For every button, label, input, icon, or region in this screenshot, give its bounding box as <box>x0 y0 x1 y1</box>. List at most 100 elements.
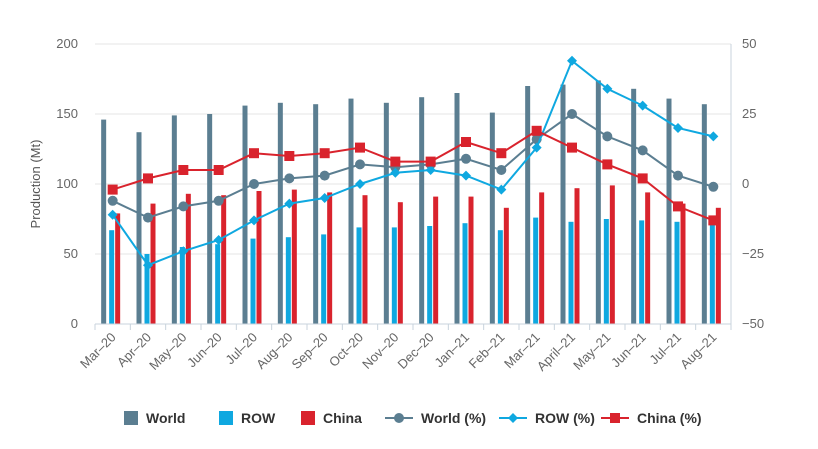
legend-china-swatch <box>301 411 315 425</box>
point-china <box>673 201 683 212</box>
point-china <box>461 137 471 147</box>
bar-china <box>645 192 651 324</box>
point-world <box>496 165 507 175</box>
bar-china <box>680 203 686 324</box>
point-row <box>567 55 577 66</box>
point-row <box>673 123 683 133</box>
point-china <box>708 215 719 226</box>
bar-row <box>568 221 574 324</box>
x-tick-label: Feb–21 <box>466 330 508 372</box>
y2-tick-label: 0 <box>742 176 749 191</box>
point-world <box>637 145 648 156</box>
bar-row <box>533 217 539 324</box>
point-row <box>319 193 330 203</box>
x-tick-label: Mar–20 <box>77 330 119 372</box>
point-china <box>496 148 507 159</box>
bar-row <box>427 226 433 324</box>
point-row <box>390 167 401 178</box>
x-tick-label: May–21 <box>570 330 613 373</box>
bar-china <box>715 207 721 324</box>
point-world <box>355 159 365 170</box>
legend-china-pct-marker <box>601 413 629 423</box>
bar-world <box>560 84 566 324</box>
bar-china <box>115 213 121 324</box>
point-row <box>249 215 259 226</box>
bar-series <box>101 80 721 325</box>
point-row <box>143 260 153 271</box>
bar-world <box>666 98 672 324</box>
bar-row <box>356 227 362 324</box>
bar-china <box>503 207 509 324</box>
bar-china <box>397 202 403 324</box>
point-world <box>284 173 295 184</box>
legend-item-china[interactable]: China <box>301 404 362 432</box>
legend-row-pct-marker <box>499 413 527 423</box>
point-row <box>107 209 118 220</box>
x-tick-label: Aug–20 <box>253 330 295 372</box>
bar-world <box>277 102 283 324</box>
bar-world <box>171 115 177 325</box>
bar-row <box>250 238 256 324</box>
point-row <box>637 100 648 111</box>
y-tick-label: 100 <box>56 176 78 191</box>
point-row <box>284 198 295 209</box>
legend-item-world-pct[interactable]: World (%) <box>385 404 486 432</box>
y-tick-label: 150 <box>56 106 78 121</box>
legend-item-row[interactable]: ROW <box>219 404 275 432</box>
point-world <box>461 153 471 164</box>
legend-item-world[interactable]: World <box>124 404 185 432</box>
point-china <box>249 148 259 159</box>
legend-world-pct-marker <box>385 413 413 423</box>
point-china <box>390 156 401 167</box>
legend-label: World (%) <box>421 410 487 426</box>
y-tick-label: 200 <box>56 36 78 51</box>
point-china <box>355 142 365 153</box>
bar-world <box>525 86 531 324</box>
legend-world-swatch <box>124 411 138 425</box>
bar-china <box>185 193 191 324</box>
point-row <box>355 179 365 189</box>
left-axis-ticks: 0 50 100 150 200 <box>56 36 78 331</box>
chart: 0 50 100 150 200 −50 −25 0 25 50 Mar–20Apr–20May… <box>28 36 764 374</box>
bar-world <box>489 112 495 324</box>
bar-china <box>256 191 262 324</box>
legend-label: China (%) <box>637 410 702 426</box>
bar-row <box>391 227 397 324</box>
line-china <box>112 129 714 222</box>
legend-label: ROW <box>241 410 276 426</box>
point-world <box>178 201 189 212</box>
point-china <box>284 151 295 161</box>
bar-row <box>674 221 680 324</box>
right-axis-ticks: −50 −25 0 25 50 <box>742 36 764 331</box>
y-axis-label: Production (Mt) <box>28 140 43 229</box>
bar-row <box>639 220 645 324</box>
x-tick-label: Aug–21 <box>677 330 719 372</box>
point-china <box>107 184 118 195</box>
bar-world <box>136 132 142 324</box>
y-tick-label: 50 <box>64 246 78 261</box>
x-tick-label: Jun–21 <box>608 330 649 371</box>
point-china <box>602 159 613 170</box>
bar-china <box>539 192 545 324</box>
point-world <box>319 170 330 181</box>
legend-label: World <box>146 410 186 426</box>
legend-item-row-pct[interactable]: ROW (%) <box>499 404 595 432</box>
point-row <box>461 170 471 181</box>
legend-item-china-pct[interactable]: China (%) <box>601 404 702 432</box>
bar-row <box>144 254 150 324</box>
bar-china <box>291 189 297 324</box>
bar-world <box>348 98 354 324</box>
bar-row <box>285 237 291 324</box>
bar-china <box>327 192 333 324</box>
bar-row <box>321 234 327 324</box>
point-world <box>567 109 577 119</box>
bar-world <box>207 114 213 324</box>
bar-china <box>221 195 227 324</box>
bar-china <box>433 196 439 324</box>
point-china <box>637 173 648 184</box>
bar-world <box>101 119 107 324</box>
legend-label: China <box>323 410 362 426</box>
point-china <box>178 165 189 175</box>
y2-tick-label: −25 <box>742 246 764 261</box>
point-world <box>107 195 118 206</box>
